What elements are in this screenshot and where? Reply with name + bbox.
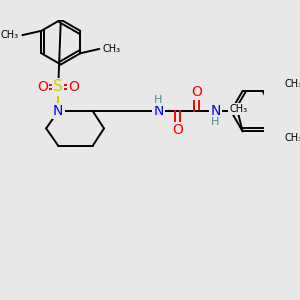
Text: S: S <box>53 80 63 94</box>
Text: O: O <box>37 80 48 94</box>
Text: CH₃: CH₃ <box>1 30 19 40</box>
Text: N: N <box>53 104 63 118</box>
Text: N: N <box>153 104 164 118</box>
Text: CH₃: CH₃ <box>285 79 300 89</box>
Text: N: N <box>210 104 220 118</box>
Text: O: O <box>172 123 183 137</box>
Text: H: H <box>211 117 220 128</box>
Text: H: H <box>154 95 163 105</box>
Text: O: O <box>191 85 202 99</box>
Text: CH₃: CH₃ <box>285 133 300 143</box>
Text: O: O <box>68 80 79 94</box>
Text: CH₃: CH₃ <box>103 44 121 54</box>
Text: CH₃: CH₃ <box>229 104 247 114</box>
